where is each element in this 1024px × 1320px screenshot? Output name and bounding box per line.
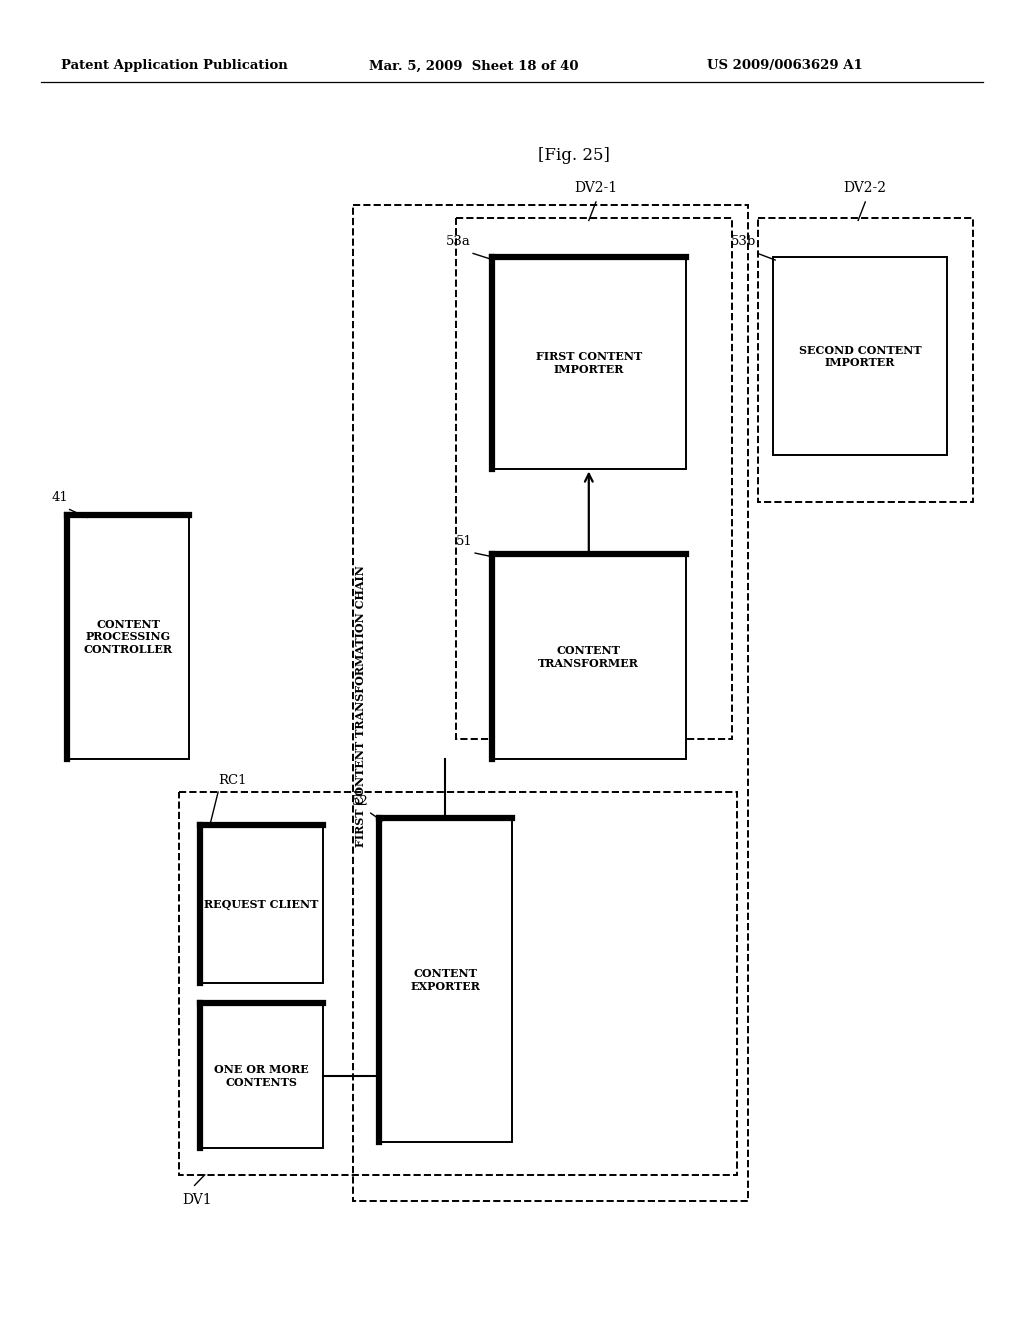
Text: 52: 52 (352, 795, 369, 808)
Bar (758, 218, 973, 502)
Text: 51: 51 (457, 535, 473, 548)
Text: 53a: 53a (446, 235, 471, 248)
Text: DV2-2: DV2-2 (844, 181, 887, 195)
Text: US 2009/0063629 A1: US 2009/0063629 A1 (707, 59, 862, 73)
Bar (67, 515, 189, 759)
Bar (773, 257, 947, 455)
Text: [Fig. 25]: [Fig. 25] (538, 148, 609, 164)
Bar (492, 554, 686, 759)
Text: DV2-1: DV2-1 (574, 181, 617, 195)
Text: CONTENT
TRANSFORMER: CONTENT TRANSFORMER (539, 644, 639, 669)
Text: REQUEST CLIENT: REQUEST CLIENT (204, 899, 318, 909)
Text: DV1: DV1 (182, 1193, 212, 1208)
Bar (200, 825, 323, 983)
Text: Patent Application Publication: Patent Application Publication (61, 59, 288, 73)
Text: RC1: RC1 (218, 774, 247, 787)
Text: FIRST CONTENT
IMPORTER: FIRST CONTENT IMPORTER (536, 351, 642, 375)
Text: 53b: 53b (730, 235, 756, 248)
Text: CONTENT
PROCESSING
CONTROLLER: CONTENT PROCESSING CONTROLLER (84, 619, 172, 655)
Bar (492, 257, 686, 469)
Bar (200, 1003, 323, 1148)
Text: CONTENT
EXPORTER: CONTENT EXPORTER (411, 968, 480, 993)
Text: 41: 41 (52, 491, 69, 504)
Bar (353, 205, 748, 1201)
Bar (379, 818, 512, 1142)
Text: FIRST CONTENT TRANSFORMATION CHAIN: FIRST CONTENT TRANSFORMATION CHAIN (355, 565, 366, 847)
Text: SECOND CONTENT
IMPORTER: SECOND CONTENT IMPORTER (799, 345, 922, 368)
Bar (179, 792, 737, 1175)
Bar (456, 218, 732, 739)
Text: ONE OR MORE
CONTENTS: ONE OR MORE CONTENTS (214, 1064, 308, 1088)
Text: Mar. 5, 2009  Sheet 18 of 40: Mar. 5, 2009 Sheet 18 of 40 (369, 59, 579, 73)
